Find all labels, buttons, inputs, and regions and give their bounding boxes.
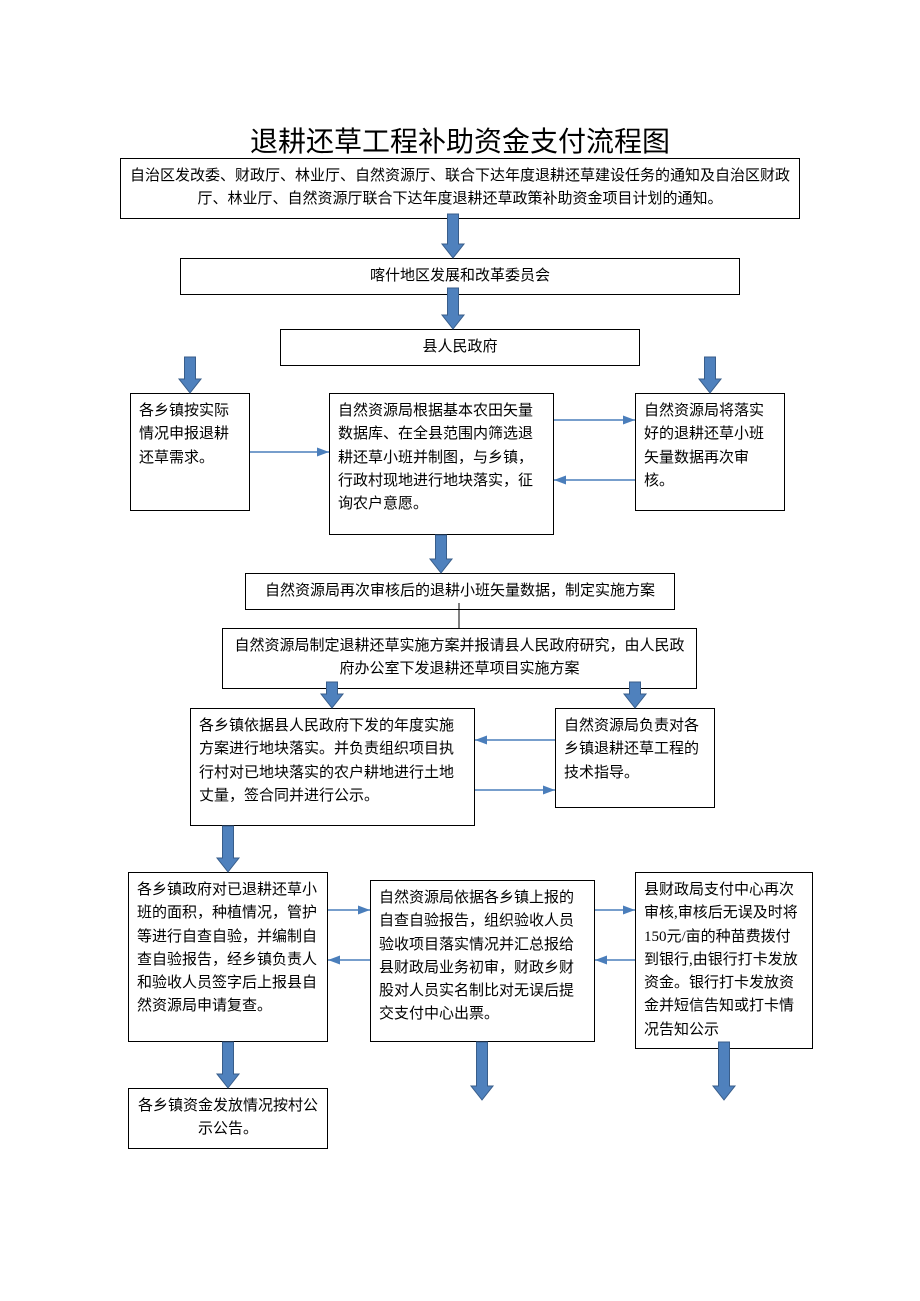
node-plan-issue: 自然资源局制定退耕还草实施方案并报请县人民政府研究，由人民政府办公室下发退耕还草… <box>222 628 697 689</box>
node-text: 喀什地区发展和改革委员会 <box>370 268 550 284</box>
node-township-apply: 各乡镇按实际情况申报退耕还草需求。 <box>130 393 250 511</box>
node-text: 县人民政府 <box>422 339 497 355</box>
node-text: 自治区发改委、财政厅、林业厅、自然资源厅、联合下达年度退耕还草建设任务的通知及自… <box>130 168 790 207</box>
thick-arrow-a1 <box>442 214 464 258</box>
page-title: 退耕还草工程补助资金支付流程图 <box>0 120 920 160</box>
node-county-gov: 县人民政府 <box>280 329 640 366</box>
node-publicity: 各乡镇资金发放情况按村公示公告。 <box>128 1088 328 1149</box>
node-township-impl: 各乡镇依据县人民政府下发的年度实施方案进行地块落实。并负责组织项目执行村对已地块… <box>190 708 475 826</box>
node-finance-pay: 县财政局支付中心再次审核,审核后无误及时将 150元/亩的种苗费拨付到银行,由银… <box>635 872 813 1049</box>
thick-arrow-a4c <box>699 357 721 393</box>
thick-arrow-a9 <box>217 1042 239 1088</box>
node-text: 自然资源局负责对各乡镇退耕还草工程的技术指导。 <box>564 718 699 781</box>
node-text: 自然资源局再次审核后的退耕小班矢量数据，制定实施方案 <box>265 583 655 599</box>
node-nrb-guide: 自然资源局负责对各乡镇退耕还草工程的技术指导。 <box>555 708 715 808</box>
node-text: 自然资源局将落实好的退耕还草小班矢量数据再次审核。 <box>644 403 764 489</box>
node-text: 各乡镇资金发放情况按村公示公告。 <box>138 1098 318 1137</box>
thick-arrow-a4a <box>179 357 201 393</box>
node-text: 各乡镇按实际情况申报退耕还草需求。 <box>139 403 229 466</box>
thick-arrow-a8a <box>217 826 239 872</box>
node-nrb-verify: 自然资源局依据各乡镇上报的自查自验报告，组织验收人员验收项目落实情况并汇总报给县… <box>370 880 595 1042</box>
node-text: 自然资源局根据基本农田矢量数据库、在全县范围内筛选退耕还草小班并制图，与乡镇，行… <box>338 403 533 512</box>
node-plan-draft: 自然资源局再次审核后的退耕小班矢量数据，制定实施方案 <box>245 573 675 610</box>
node-text: 各乡镇政府对已退耕还草小班的面积，种植情况，管护等进行自查自验，并编制自查自验报… <box>137 882 317 1014</box>
node-nrb-select: 自然资源局根据基本农田矢量数据库、在全县范围内筛选退耕还草小班并制图，与乡镇，行… <box>329 393 554 535</box>
flowchart-page: 退耕还草工程补助资金支付流程图 自治区发改委、财政厅、林业厅、自然资源厅、联合下… <box>0 0 920 1301</box>
node-text: 自然资源局依据各乡镇上报的自查自验报告，组织验收人员验收项目落实情况并汇总报给县… <box>379 890 574 1022</box>
node-text: 各乡镇依据县人民政府下发的年度实施方案进行地块落实。并负责组织项目执行村对已地块… <box>199 718 454 804</box>
node-text: 县财政局支付中心再次审核,审核后无误及时将 150元/亩的种苗费拨付到银行,由银… <box>644 882 798 1038</box>
node-nrb-review: 自然资源局将落实好的退耕还草小班矢量数据再次审核。 <box>635 393 785 511</box>
thick-arrow-a5 <box>430 535 452 573</box>
node-text: 自然资源局制定退耕还草实施方案并报请县人民政府研究，由人民政府办公室下发退耕还草… <box>234 638 684 677</box>
node-notice: 自治区发改委、财政厅、林业厅、自然资源厅、联合下达年度退耕还草建设任务的通知及自… <box>120 158 800 219</box>
thick-arrow-aEc <box>713 1042 735 1100</box>
thick-arrow-aEb <box>471 1042 493 1100</box>
node-self-check: 各乡镇政府对已退耕还草小班的面积，种植情况，管护等进行自查自验，并编制自查自验报… <box>128 872 328 1042</box>
node-kashgar-drc: 喀什地区发展和改革委员会 <box>180 258 740 295</box>
